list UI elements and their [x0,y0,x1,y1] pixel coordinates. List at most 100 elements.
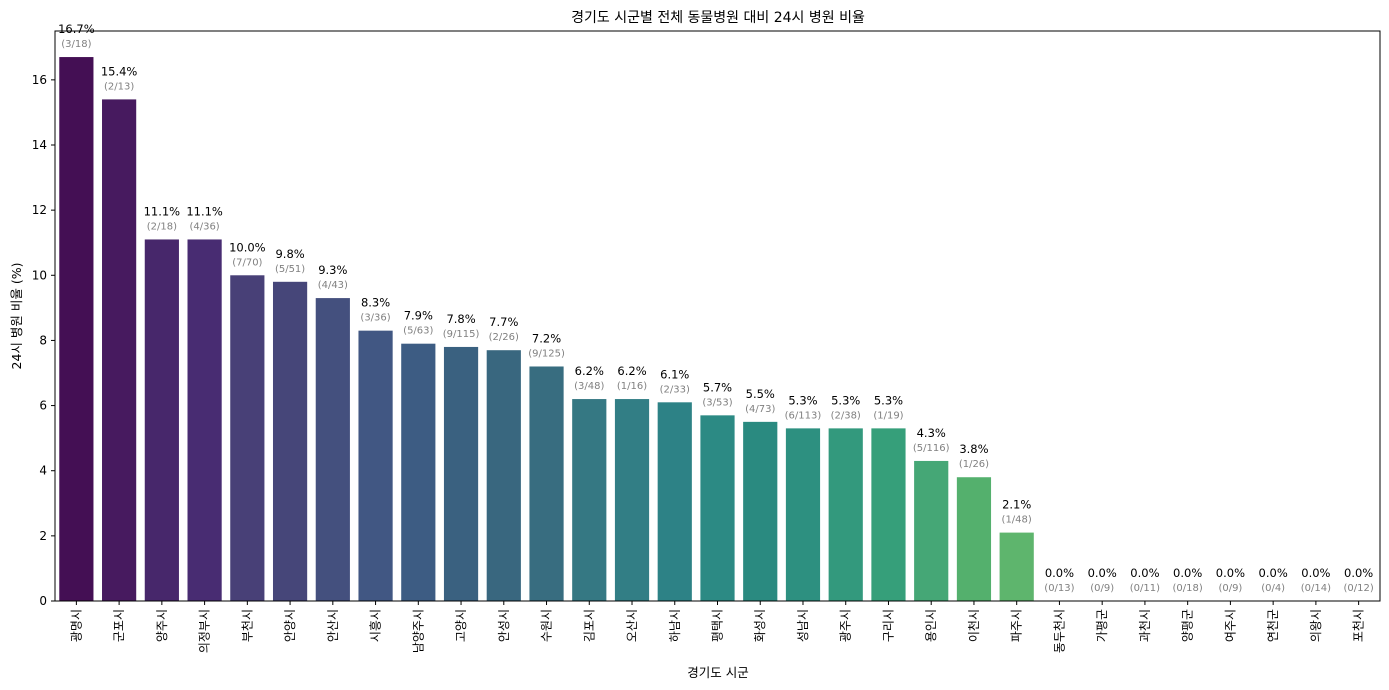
bar-value-label: 0.0% [1301,566,1330,580]
bar-value-label: 0.0% [1045,566,1074,580]
x-tick-label: 포천시 [1351,609,1366,642]
bar-value-label: 6.2% [617,364,646,378]
x-tick-label: 평택시 [711,609,725,642]
bar-count-label: (9/125) [528,348,565,359]
bar-count-label: (7/70) [232,257,262,268]
x-tick-label: 김포시 [582,609,596,642]
x-tick-label: 연천군 [1265,609,1280,642]
bar-value-label: 5.3% [831,393,860,407]
bar-value-label: 11.1% [186,204,223,218]
bar-value-label: 8.3% [361,296,390,310]
bar-value-label: 0.0% [1259,566,1288,580]
bar-count-label: (0/13) [1044,583,1074,594]
bar-value-label: 7.9% [404,309,433,323]
bar-count-label: (1/48) [1002,515,1032,526]
bar-value-label: 16.7% [58,22,95,36]
bar-value-label: 0.0% [1088,566,1117,580]
y-tick-label: 14 [32,138,47,152]
bar [914,460,949,601]
bar-count-label: (5/116) [913,443,950,454]
bar [187,239,222,601]
bar-value-label: 7.8% [446,312,475,326]
bar [529,366,564,601]
x-tick-label: 안성시 [497,609,511,642]
bar-count-label: (5/63) [403,326,433,337]
y-tick-label: 8 [39,333,47,347]
bar-count-label: (2/26) [489,332,519,343]
bar-value-label: 5.5% [746,387,775,401]
x-tick-label: 광명시 [69,609,83,642]
bar-count-label: (1/26) [959,459,989,470]
bar-value-label: 11.1% [144,204,181,218]
x-tick-label: 부천시 [239,609,254,642]
bar [486,350,521,601]
x-axis-label: 경기도 시군 [687,665,748,680]
bar-value-label: 0.0% [1130,566,1159,580]
bar [572,399,607,601]
bar [272,281,308,601]
bar-count-label: (2/13) [104,81,134,92]
x-tick-label: 여주시 [1223,609,1237,642]
bar [443,346,479,601]
bar-count-label: (4/36) [189,221,219,232]
x-tick-label: 수원시 [540,609,554,642]
bar-value-label: 3.8% [959,442,988,456]
bar [401,343,436,601]
x-tick-label: 화성시 [753,609,767,642]
bar-count-label: (3/53) [702,397,732,408]
x-tick-label: 하남시 [668,609,682,642]
bar-value-label: 7.2% [532,331,561,345]
bar [828,428,863,601]
bar-count-label: (6/113) [785,410,822,421]
bar-count-label: (0/9) [1218,583,1242,594]
x-axis: 광명시 군포시 양주시 의정부시 부천시 안양시 안산시 시흥시 남양주시 고양시 안성시 수원시 김포… [69,601,1366,653]
x-tick-label: 이천시 [966,609,981,642]
bar-count-label: (0/9) [1090,583,1114,594]
bar-count-label: (0/11) [1130,583,1160,594]
x-tick-label: 광주시 [839,609,853,642]
bar-value-label: 10.0% [229,240,266,254]
bar [59,57,94,602]
bar-value-label: 0.0% [1173,566,1202,580]
bar [230,275,265,601]
bar-count-label: (9/115) [443,329,480,340]
bar-value-label: 6.1% [660,367,689,381]
bar [956,477,992,601]
bar-count-label: (2/38) [831,410,861,421]
x-tick-label: 안양시 [283,609,297,642]
bar-count-label: (3/18) [61,39,91,50]
bar-value-label: 9.8% [275,247,304,261]
bar [743,421,778,601]
bar-count-label: (0/14) [1301,583,1331,594]
bar-count-label: (1/19) [873,410,903,421]
y-tick-label: 12 [32,203,47,217]
plot-frame [54,30,1381,602]
y-tick-label: 16 [32,73,47,87]
bar [315,298,350,601]
bar-count-label: (3/48) [574,381,604,392]
bar-value-label: 4.3% [917,426,946,440]
bar-value-label: 7.7% [489,315,518,329]
bar [871,428,906,601]
x-tick-label: 구리시 [881,609,895,642]
x-tick-label: 남양주시 [411,609,425,653]
x-tick-label: 양평군 [1181,609,1195,642]
x-tick-label: 오산시 [625,609,639,642]
bar-count-label: (5/51) [275,264,305,275]
data-labels-group: 16.7% (3/18) 15.4% (2/13) 11.1% (2/18) 11.1% (4… [58,22,1374,594]
bar [144,239,179,601]
bar [700,415,735,601]
bar-count-label: (3/36) [360,313,390,324]
x-tick-label: 용인시 [924,609,938,642]
y-tick-label: 4 [39,464,47,478]
x-tick-label: 의정부시 [198,609,212,653]
bar [999,532,1034,601]
y-tick-label: 6 [39,399,47,413]
x-tick-label: 시흥시 [369,609,383,642]
bar-value-label: 5.3% [788,393,817,407]
x-tick-label: 양주시 [155,609,169,642]
x-tick-label: 의왕시 [1309,609,1323,642]
bar-count-label: (2/33) [660,384,690,395]
bar [102,99,137,602]
